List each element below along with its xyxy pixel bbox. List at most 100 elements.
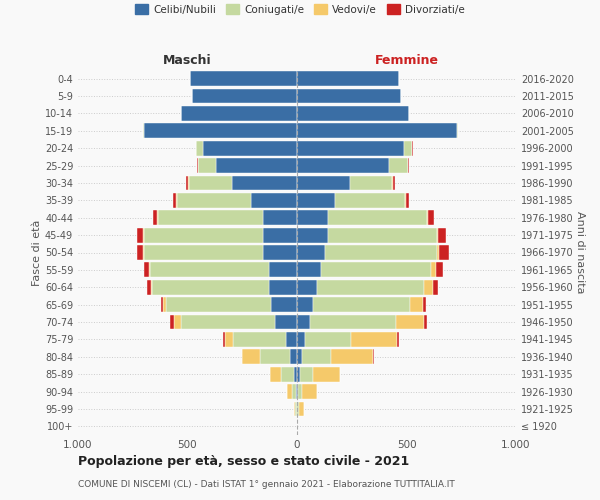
Y-axis label: Fasce di età: Fasce di età xyxy=(32,220,42,286)
Bar xyxy=(150,262,269,278)
Bar xyxy=(427,210,428,225)
Bar xyxy=(296,384,297,399)
Bar xyxy=(269,280,297,294)
Bar xyxy=(251,193,297,208)
Bar xyxy=(325,245,437,260)
Bar xyxy=(302,350,331,364)
Bar xyxy=(176,193,251,208)
Bar xyxy=(260,350,290,364)
Bar xyxy=(297,384,298,399)
Bar xyxy=(297,314,310,330)
Bar xyxy=(436,262,443,278)
Bar xyxy=(298,384,302,399)
Bar xyxy=(457,124,458,138)
Bar xyxy=(286,332,297,347)
Bar xyxy=(297,367,300,382)
Bar xyxy=(297,350,302,364)
Bar xyxy=(225,332,233,347)
Bar xyxy=(299,402,304,416)
Bar xyxy=(271,298,297,312)
Bar xyxy=(290,350,297,364)
Bar xyxy=(233,332,286,347)
Bar xyxy=(317,280,424,294)
Bar xyxy=(295,402,296,416)
Bar xyxy=(216,158,297,173)
Bar xyxy=(137,245,143,260)
Bar xyxy=(424,280,433,294)
Bar xyxy=(199,158,216,173)
Bar xyxy=(158,210,263,225)
Bar xyxy=(328,228,437,242)
Bar xyxy=(431,262,436,278)
Bar xyxy=(223,332,225,347)
Bar xyxy=(335,193,406,208)
Bar xyxy=(393,176,395,190)
Bar xyxy=(173,193,176,208)
Bar xyxy=(297,141,404,156)
Bar xyxy=(438,228,446,242)
Bar xyxy=(404,141,412,156)
Bar xyxy=(151,280,152,294)
Legend: Celibi/Nubili, Coniugati/e, Vedovi/e, Divorziati/e: Celibi/Nubili, Coniugati/e, Vedovi/e, Di… xyxy=(131,0,469,19)
Bar xyxy=(292,384,296,399)
Bar xyxy=(297,176,350,190)
Bar xyxy=(297,210,328,225)
Bar xyxy=(269,262,297,278)
Text: COMUNE DI NISCEMI (CL) - Dati ISTAT 1° gennaio 2021 - Elaborazione TUTTITALIA.IT: COMUNE DI NISCEMI (CL) - Dati ISTAT 1° g… xyxy=(78,480,455,489)
Y-axis label: Anni di nascita: Anni di nascita xyxy=(575,211,585,294)
Bar xyxy=(297,262,321,278)
Bar xyxy=(313,298,410,312)
Bar xyxy=(298,402,299,416)
Bar xyxy=(350,332,397,347)
Bar xyxy=(232,176,297,190)
Bar xyxy=(433,280,438,294)
Bar xyxy=(190,72,297,86)
Bar xyxy=(389,158,407,173)
Bar xyxy=(152,280,269,294)
Text: Popolazione per età, sesso e stato civile - 2021: Popolazione per età, sesso e stato civil… xyxy=(78,455,409,468)
Bar xyxy=(196,141,203,156)
Bar xyxy=(163,298,166,312)
Bar xyxy=(423,298,426,312)
Bar xyxy=(263,210,297,225)
Bar xyxy=(328,210,427,225)
Bar xyxy=(406,193,409,208)
Bar xyxy=(424,314,427,330)
Bar xyxy=(437,228,438,242)
Bar xyxy=(321,262,431,278)
Bar xyxy=(350,176,392,190)
Text: Femmine: Femmine xyxy=(374,54,439,66)
Bar xyxy=(297,158,389,173)
Bar xyxy=(181,106,297,121)
Bar xyxy=(263,228,297,242)
Bar xyxy=(297,245,325,260)
Bar xyxy=(297,124,457,138)
Bar xyxy=(143,124,144,138)
Bar xyxy=(439,245,449,260)
Bar xyxy=(297,228,328,242)
Bar xyxy=(170,314,175,330)
Bar xyxy=(437,245,439,260)
Bar xyxy=(410,298,423,312)
Bar xyxy=(263,245,297,260)
Bar xyxy=(297,88,401,104)
Bar xyxy=(297,72,399,86)
Bar xyxy=(161,298,163,312)
Bar xyxy=(147,280,151,294)
Bar xyxy=(302,384,317,399)
Bar xyxy=(395,314,424,330)
Bar xyxy=(269,367,281,382)
Bar xyxy=(197,158,198,173)
Bar xyxy=(203,141,297,156)
Bar xyxy=(144,245,263,260)
Bar xyxy=(188,176,232,190)
Bar xyxy=(192,88,297,104)
Bar xyxy=(144,262,149,278)
Bar xyxy=(186,176,188,190)
Bar xyxy=(331,350,373,364)
Bar xyxy=(428,210,434,225)
Bar xyxy=(153,210,157,225)
Bar xyxy=(397,332,399,347)
Text: Maschi: Maschi xyxy=(163,54,212,66)
Bar xyxy=(305,332,350,347)
